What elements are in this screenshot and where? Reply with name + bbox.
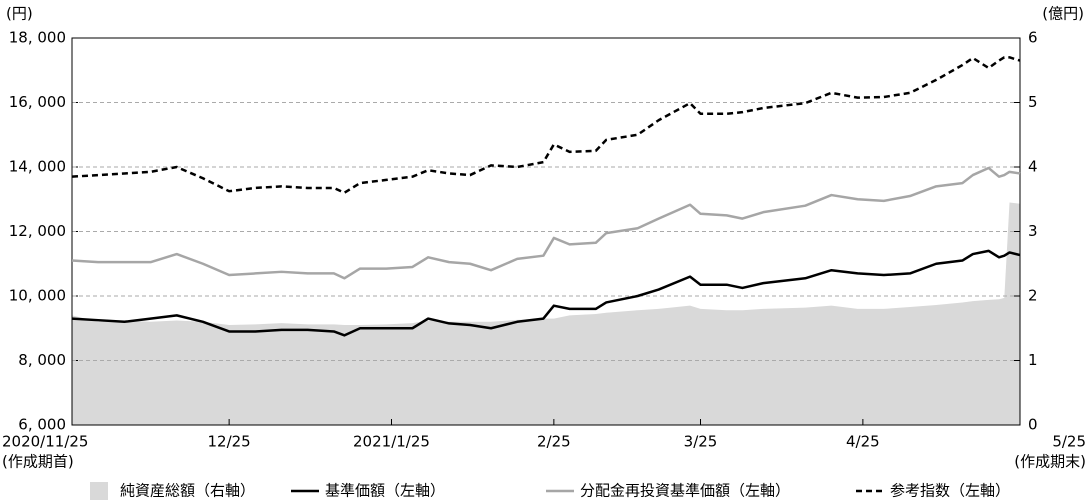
y-tick-label: 16, 000 — [9, 93, 66, 111]
legend-label: 参考指数（左軸） — [890, 482, 1010, 500]
x-tick-label: 2/25 — [537, 433, 571, 451]
y2-tick-label: 4 — [1028, 158, 1038, 176]
y-tick-label: 12, 000 — [9, 222, 66, 240]
y2-tick-label: 1 — [1028, 351, 1038, 369]
legend-label: 純資産総額（右軸） — [120, 482, 255, 500]
x-start-note: (作成期首) — [2, 453, 74, 471]
x-tick-label: 2020/11/25 — [2, 433, 88, 451]
y2-tick-label: 0 — [1028, 416, 1038, 434]
y2-tick-label: 3 — [1028, 222, 1038, 240]
legend-label: 基準価額（左軸） — [325, 482, 445, 500]
line — [71, 249, 1021, 337]
y2-tick-label: 6 — [1028, 29, 1038, 47]
area — [72, 202, 1020, 425]
x-end-note: (作成期末) — [1014, 453, 1086, 471]
y-tick-label: 14, 000 — [9, 158, 66, 176]
y-axis-label: (円) — [6, 5, 33, 23]
line — [71, 166, 1021, 280]
legend-swatch — [90, 482, 108, 500]
y-tick-label: 18, 000 — [9, 29, 66, 47]
y2-tick-label: 5 — [1028, 93, 1038, 111]
line — [71, 56, 1021, 195]
plot-frame — [71, 37, 1021, 426]
x-tick-label: 2021/1/25 — [353, 433, 430, 451]
x-tick-label: 5/25 — [1052, 433, 1086, 451]
x-tick-label: 12/25 — [208, 433, 251, 451]
y2-tick-label: 2 — [1028, 287, 1038, 305]
x-tick-label: 4/25 — [846, 433, 880, 451]
y-tick-label: 8, 000 — [18, 351, 66, 369]
y-tick-label: 6, 000 — [18, 416, 66, 434]
x-tick-label: 3/25 — [684, 433, 718, 451]
y2-axis-label: (億円) — [1042, 5, 1084, 23]
y-tick-label: 10, 000 — [9, 287, 66, 305]
legend-label: 分配金再投資基準価額（左軸） — [580, 482, 790, 500]
